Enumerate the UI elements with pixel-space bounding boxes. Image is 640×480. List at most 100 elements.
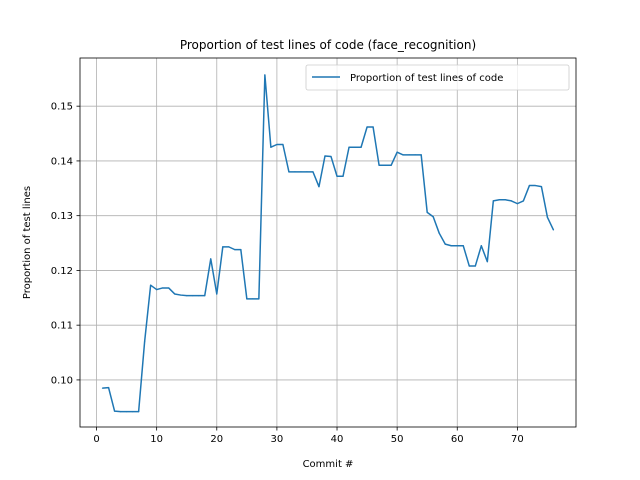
- y-tick-label: 0.11: [51, 321, 73, 332]
- data-point: [378, 164, 380, 166]
- data-point: [216, 293, 218, 295]
- data-point: [390, 164, 392, 166]
- data-point: [360, 146, 362, 148]
- data-point: [438, 232, 440, 234]
- data-point: [204, 295, 206, 297]
- data-point: [348, 146, 350, 148]
- data-point: [144, 340, 146, 343]
- data-point: [336, 175, 338, 177]
- data-point: [510, 200, 512, 202]
- x-axis-label: Commit #: [303, 459, 354, 470]
- x-tick-label: 50: [391, 434, 404, 445]
- x-tick-label: 70: [511, 434, 524, 445]
- y-tick-label: 0.13: [51, 211, 73, 222]
- x-tick-label: 0: [93, 434, 99, 445]
- data-point: [192, 295, 194, 297]
- data-point: [528, 184, 531, 187]
- data-point: [522, 200, 524, 202]
- data-point: [174, 293, 176, 295]
- data-point: [270, 146, 272, 148]
- data-point: [534, 184, 537, 187]
- data-point: [366, 126, 368, 128]
- data-point: [402, 154, 404, 156]
- data-point: [492, 200, 494, 202]
- data-point: [125, 411, 128, 413]
- legend-label: Proportion of test lines of code: [350, 73, 503, 84]
- data-point: [228, 246, 230, 248]
- chart-title: Proportion of test lines of code (face_r…: [180, 38, 476, 52]
- data-points: [101, 74, 555, 413]
- data-point: [324, 155, 326, 157]
- data-point: [540, 186, 543, 188]
- data-point: [138, 411, 140, 413]
- data-point: [450, 245, 452, 247]
- ticks: 0 10 20 30 40 50 60 70 0.10 0.11 0.12 0.13 0.14 0.15: [51, 102, 524, 445]
- data-point: [240, 249, 242, 251]
- data-point: [294, 171, 296, 173]
- data-point: [107, 386, 110, 389]
- data-point: [354, 146, 356, 148]
- data-point: [426, 211, 428, 213]
- grid: [80, 58, 576, 427]
- x-tick-label: 30: [271, 434, 284, 445]
- data-point: [498, 199, 500, 201]
- data-point: [384, 164, 386, 166]
- data-point: [306, 171, 308, 173]
- y-axis-label: Proportion of test lines: [22, 186, 33, 299]
- x-tick-label: 60: [451, 434, 464, 445]
- y-tick-label: 0.15: [51, 102, 73, 113]
- data-point: [372, 126, 374, 128]
- data-point: [516, 203, 518, 205]
- data-point: [546, 216, 549, 218]
- data-point: [474, 265, 476, 267]
- data-point: [276, 143, 278, 146]
- x-tick-label: 10: [150, 434, 163, 445]
- data-point: [300, 171, 302, 173]
- data-point: [258, 298, 260, 300]
- data-point: [119, 411, 122, 413]
- data-point: [432, 216, 434, 218]
- axes-frame: [79, 57, 577, 428]
- data-point: [186, 295, 188, 297]
- data-point: [312, 171, 314, 173]
- plot-area: [80, 58, 576, 427]
- y-tick-label: 0.12: [51, 266, 73, 277]
- data-point: [282, 143, 284, 146]
- data-point: [264, 74, 266, 76]
- data-point: [552, 229, 555, 231]
- data-point: [396, 151, 398, 153]
- data-point: [246, 298, 248, 300]
- data-point: [462, 245, 464, 247]
- data-point: [408, 154, 410, 156]
- data-point: [210, 258, 212, 260]
- data-point: [113, 410, 116, 412]
- y-tick-label: 0.14: [51, 156, 73, 167]
- data-point: [101, 387, 104, 389]
- data-point: [168, 287, 170, 289]
- data-point: [198, 295, 200, 297]
- legend-box: [305, 64, 570, 91]
- data-point: [150, 284, 152, 286]
- data-point: [234, 249, 236, 251]
- data-point: [132, 411, 134, 413]
- data-point: [180, 294, 182, 296]
- data-point: [444, 243, 446, 245]
- data-point: [414, 154, 416, 156]
- data-point: [420, 154, 422, 156]
- data-point: [342, 175, 344, 177]
- data-point: [456, 245, 458, 247]
- series-line: [102, 74, 555, 413]
- data-point: [288, 171, 290, 173]
- data-point: [252, 298, 254, 300]
- data-point: [222, 246, 224, 248]
- x-tick-label: 40: [331, 434, 344, 445]
- data-point: [486, 261, 488, 263]
- data-point: [504, 199, 506, 201]
- data-point: [162, 287, 164, 289]
- data-point: [468, 265, 470, 267]
- legend: Proportion of test lines of code: [305, 64, 570, 91]
- data-point: [318, 186, 320, 188]
- y-tick-label: 0.10: [51, 375, 73, 386]
- data-point: [156, 288, 158, 291]
